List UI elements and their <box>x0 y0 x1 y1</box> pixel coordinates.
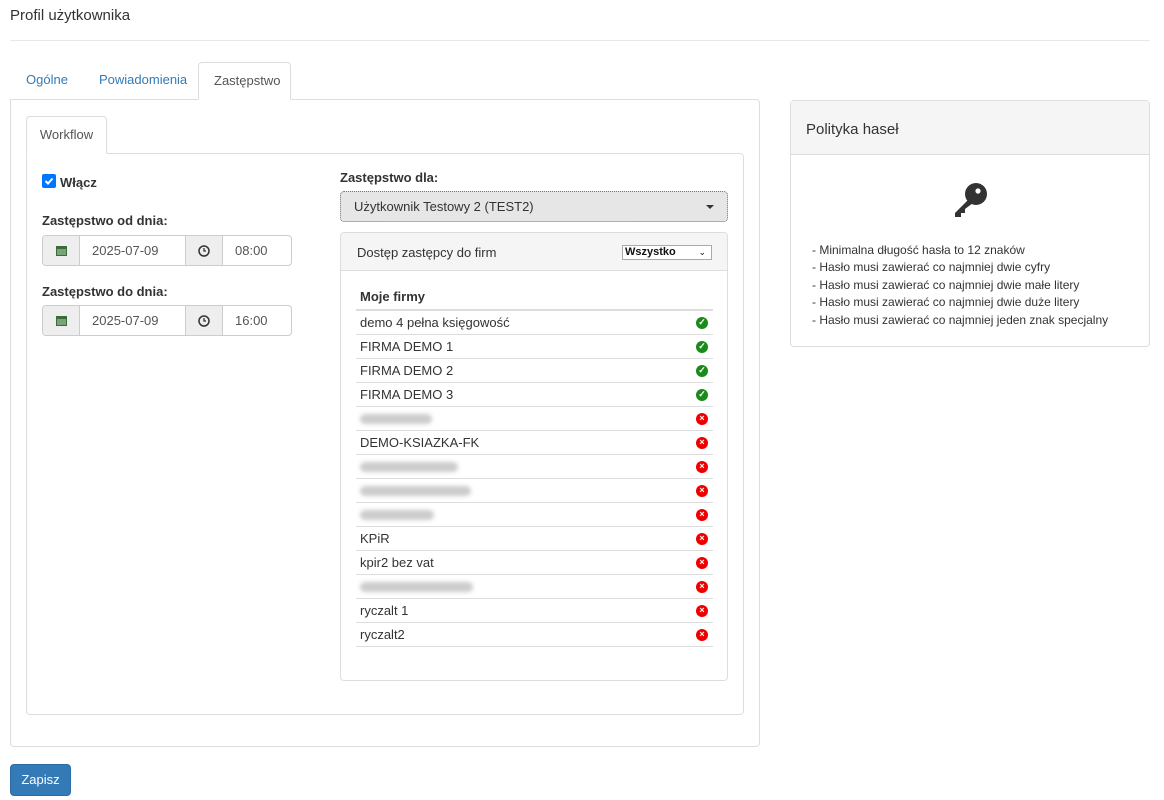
from-input-group: 2025-07-09 08:00 <box>42 235 292 266</box>
company-name: KPiR <box>360 531 390 546</box>
company-name: FIRMA DEMO 1 <box>360 339 454 354</box>
times-circle-icon[interactable]: × <box>696 508 708 521</box>
tab-zastepstwo[interactable]: Zastępstwo <box>198 62 291 100</box>
policy-rule: - Minimalna długość hasła to 12 znaków <box>812 243 1025 257</box>
clock-icon[interactable] <box>186 306 223 335</box>
table-row: × <box>356 503 713 527</box>
policy-rule: - Hasło musi zawierać co najmniej dwie d… <box>812 295 1080 310</box>
key-icon <box>955 183 987 217</box>
tab-content <box>10 99 760 747</box>
check-circle-icon[interactable]: ✓ <box>696 364 708 377</box>
divider <box>10 40 1150 41</box>
from-date-input[interactable]: 2025-07-09 <box>80 236 186 265</box>
companies-table: Moje firmy demo 4 pełna księgowość ✓ FIRMA… <box>356 289 713 647</box>
access-filter-select[interactable]: Wszystko ⌄ <box>622 245 712 260</box>
check-icon <box>44 177 54 185</box>
enable-label[interactable]: Włącz <box>60 175 97 190</box>
calendar-icon[interactable] <box>43 306 80 335</box>
table-row: DEMO-KSIAZKA-FK × <box>356 431 713 455</box>
table-row: FIRMA DEMO 2 ✓ <box>356 359 713 383</box>
filter-value: Wszystko <box>625 246 676 258</box>
table-row: demo 4 pełna księgowość ✓ <box>356 311 713 335</box>
policy-rule: - Hasło musi zawierać co najmniej jeden … <box>812 312 1109 327</box>
password-policy-panel: Polityka haseł - Minimalna długość hasła… <box>790 100 1150 347</box>
times-circle-icon[interactable]: × <box>696 460 708 473</box>
substitute-value: Użytkownik Testowy 2 (TEST2) <box>354 199 534 214</box>
times-circle-icon[interactable]: × <box>696 556 708 569</box>
company-name: ryczalt2 <box>360 627 405 642</box>
policy-rule: - Hasło musi zawierać co najmniej dwie c… <box>812 260 1051 275</box>
company-name <box>360 509 434 520</box>
table-row: kpir2 bez vat × <box>356 551 713 575</box>
company-name <box>360 413 432 424</box>
times-circle-icon[interactable]: × <box>696 436 708 449</box>
workflow-panel <box>26 153 744 715</box>
table-row: ryczalt 1 × <box>356 599 713 623</box>
company-name <box>360 461 458 472</box>
company-name: FIRMA DEMO 3 <box>360 387 454 402</box>
table-row: × <box>356 407 713 431</box>
access-panel-header: Dostęp zastępcy do firm Wszystko ⌄ <box>341 233 727 271</box>
policy-rule: - Hasło musi zawierać co najmniej dwie m… <box>812 277 1080 292</box>
from-time-input[interactable]: 08:00 <box>235 243 268 258</box>
to-date-input[interactable]: 2025-07-09 <box>80 306 186 335</box>
policy-rules: - Minimalna długość hasła to 12 znaków -… <box>812 242 1108 329</box>
enable-checkbox[interactable] <box>42 174 56 188</box>
page-title: Profil użytkownika <box>10 7 131 24</box>
company-name: FIRMA DEMO 2 <box>360 363 454 378</box>
substitute-select[interactable]: Użytkownik Testowy 2 (TEST2) <box>340 191 728 222</box>
chevron-down-icon: ⌄ <box>698 247 706 257</box>
table-row: × <box>356 479 713 503</box>
substitute-label: Zastępstwo dla: <box>340 170 439 185</box>
tab-powiadomienia[interactable]: Powiadomienia <box>99 72 188 87</box>
table-row: FIRMA DEMO 1 ✓ <box>356 335 713 359</box>
times-circle-icon[interactable]: × <box>696 580 708 593</box>
clock-icon[interactable] <box>186 236 223 265</box>
check-circle-icon[interactable]: ✓ <box>696 316 708 329</box>
table-row: KPiR × <box>356 527 713 551</box>
tab-workflow[interactable]: Workflow <box>26 116 107 154</box>
table-row: ryczalt2 × <box>356 623 713 647</box>
company-name <box>360 581 473 592</box>
access-title: Dostęp zastępcy do firm <box>357 245 497 260</box>
check-circle-icon[interactable]: ✓ <box>696 340 708 353</box>
table-row: FIRMA DEMO 3 ✓ <box>356 383 713 407</box>
table-row: × <box>356 455 713 479</box>
times-circle-icon[interactable]: × <box>696 532 708 545</box>
company-name: kpir2 bez vat <box>360 555 434 570</box>
access-panel: Dostęp zastępcy do firm Wszystko ⌄ Moje f… <box>340 232 728 681</box>
company-name <box>360 485 471 496</box>
times-circle-icon[interactable]: × <box>696 412 708 425</box>
times-circle-icon[interactable]: × <box>696 604 708 617</box>
to-time-input[interactable]: 16:00 <box>235 313 268 328</box>
from-label: Zastępstwo od dnia: <box>42 213 168 228</box>
caret-down-icon <box>706 205 714 209</box>
save-button[interactable]: Zapisz <box>10 764 71 796</box>
company-name: demo 4 pełna księgowość <box>360 315 510 330</box>
column-header: Moje firmy <box>356 289 713 311</box>
policy-title: Polityka haseł <box>791 101 1149 155</box>
to-label: Zastępstwo do dnia: <box>42 284 168 299</box>
calendar-icon[interactable] <box>43 236 80 265</box>
tab-ogolne[interactable]: Ogólne <box>26 72 68 87</box>
check-circle-icon[interactable]: ✓ <box>696 388 708 401</box>
times-circle-icon[interactable]: × <box>696 484 708 497</box>
table-row: × <box>356 575 713 599</box>
times-circle-icon[interactable]: × <box>696 628 708 641</box>
company-name: DEMO-KSIAZKA-FK <box>360 435 480 450</box>
company-name: ryczalt 1 <box>360 603 409 618</box>
to-input-group: 2025-07-09 16:00 <box>42 305 292 336</box>
